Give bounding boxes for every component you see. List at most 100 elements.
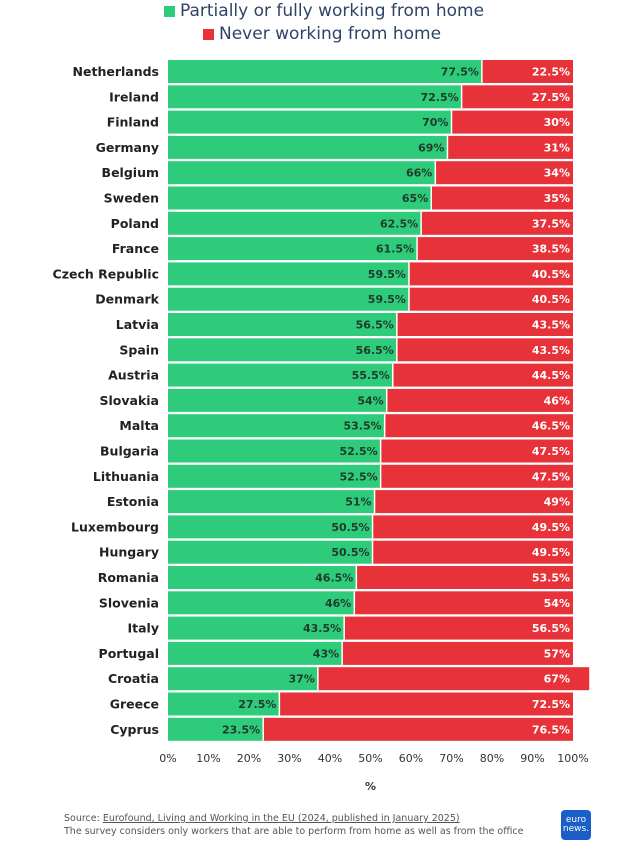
category-label: Finland bbox=[107, 115, 159, 130]
data-label-never: 72.5% bbox=[532, 698, 570, 711]
data-label-never: 40.5% bbox=[532, 268, 570, 281]
bar-never bbox=[386, 388, 573, 412]
bar-wfh bbox=[168, 161, 436, 185]
bar-never bbox=[417, 237, 573, 261]
bar-never bbox=[374, 490, 573, 514]
category-label: Germany bbox=[96, 140, 159, 155]
data-label-never: 30% bbox=[544, 116, 570, 129]
bar-wfh bbox=[168, 363, 393, 387]
x-tick-label: 70% bbox=[439, 752, 463, 765]
bar-never bbox=[421, 211, 573, 235]
x-tick-label: 0% bbox=[159, 752, 176, 765]
bar-wfh bbox=[168, 85, 462, 109]
data-label-never: 57% bbox=[544, 647, 570, 660]
data-label-wfh: 27.5% bbox=[238, 698, 276, 711]
logo-line2: news. bbox=[562, 824, 590, 834]
x-tick-label: 60% bbox=[399, 752, 423, 765]
data-label-wfh: 50.5% bbox=[331, 521, 369, 534]
data-label-wfh: 23.5% bbox=[222, 723, 260, 736]
data-label-wfh: 54% bbox=[357, 394, 383, 407]
bar-never bbox=[372, 515, 573, 539]
bar-never bbox=[356, 566, 573, 589]
legend-label-never: Never working from home bbox=[219, 24, 442, 44]
category-label: Spain bbox=[119, 342, 159, 357]
category-label: Malta bbox=[119, 418, 159, 433]
data-label-wfh: 62.5% bbox=[380, 217, 418, 230]
bar-wfh bbox=[168, 262, 409, 286]
data-label-wfh: 50.5% bbox=[331, 546, 369, 559]
data-label-never: 43.5% bbox=[532, 344, 570, 357]
category-label: Czech Republic bbox=[53, 266, 159, 281]
data-label-wfh: 70% bbox=[422, 116, 448, 129]
category-label: Romania bbox=[98, 570, 159, 585]
category-label: Lithuania bbox=[93, 469, 159, 484]
data-label-wfh: 46.5% bbox=[315, 572, 353, 585]
chart-footer: Source: Eurofound, Living and Working in… bbox=[64, 812, 524, 838]
bar-never bbox=[344, 616, 573, 640]
data-label-never: 49.5% bbox=[532, 521, 570, 534]
data-label-never: 38.5% bbox=[532, 243, 570, 256]
bar-never bbox=[451, 110, 573, 134]
bar-wfh bbox=[168, 313, 397, 336]
bar-wfh bbox=[168, 60, 482, 83]
data-label-wfh: 46% bbox=[325, 597, 351, 610]
data-label-never: 34% bbox=[544, 167, 570, 180]
category-label: Cyprus bbox=[110, 722, 159, 737]
x-tick-label: 80% bbox=[480, 752, 504, 765]
x-tick-label: 90% bbox=[520, 752, 544, 765]
bar-wfh bbox=[168, 110, 452, 134]
bar-wfh bbox=[168, 490, 375, 514]
category-label: Denmark bbox=[95, 292, 159, 307]
bar-never bbox=[342, 641, 573, 665]
legend-swatch-green bbox=[164, 5, 175, 17]
data-label-never: 40.5% bbox=[532, 293, 570, 306]
bar-wfh bbox=[168, 237, 418, 261]
bar-wfh bbox=[168, 515, 373, 539]
data-label-never: 67% bbox=[544, 673, 570, 686]
bar-wfh bbox=[168, 186, 432, 210]
category-label: Netherlands bbox=[73, 64, 159, 79]
data-label-wfh: 51% bbox=[345, 496, 371, 509]
bar-wfh bbox=[168, 338, 397, 362]
category-label: France bbox=[112, 241, 159, 256]
category-label: Ireland bbox=[109, 89, 159, 104]
bar-never bbox=[408, 262, 573, 286]
data-label-never: 31% bbox=[544, 141, 570, 154]
bar-never bbox=[263, 717, 573, 741]
stacked-bar-chart: Netherlands 77.5% 22.5% Ireland 72.5% 27.5% Fi… bbox=[53, 60, 590, 793]
data-label-wfh: 69% bbox=[418, 141, 444, 154]
data-label-wfh: 53.5% bbox=[344, 420, 382, 433]
data-label-never: 54% bbox=[544, 597, 570, 610]
x-tick-label: 50% bbox=[358, 752, 382, 765]
data-label-never: 76.5% bbox=[532, 723, 570, 736]
bar-never bbox=[372, 540, 573, 564]
category-label: Slovakia bbox=[100, 393, 160, 408]
bar-wfh bbox=[168, 135, 448, 159]
x-tick-label: 100% bbox=[557, 752, 588, 765]
category-label: Slovenia bbox=[99, 595, 159, 610]
data-label-never: 27.5% bbox=[532, 91, 570, 104]
source-link[interactable]: Eurofound, Living and Working in the EU … bbox=[102, 813, 460, 824]
bar-wfh bbox=[168, 464, 381, 488]
legend-swatch-red bbox=[203, 28, 214, 40]
bar-never bbox=[354, 591, 573, 615]
bar-never bbox=[481, 60, 573, 83]
bar-wfh bbox=[168, 692, 280, 716]
data-label-wfh: 61.5% bbox=[376, 243, 414, 256]
bar-wfh bbox=[168, 591, 355, 615]
bar-never bbox=[396, 338, 573, 362]
survey-note: The survey considers only workers that a… bbox=[64, 826, 524, 837]
category-label: Sweden bbox=[104, 191, 159, 206]
legend-label-wfh: Partially or fully working from home bbox=[180, 1, 485, 21]
bar-never bbox=[384, 414, 573, 438]
data-label-wfh: 59.5% bbox=[368, 293, 406, 306]
data-label-wfh: 37% bbox=[289, 673, 315, 686]
bar-wfh bbox=[168, 414, 385, 438]
legend-item-wfh: Partially or fully working from home bbox=[164, 1, 484, 21]
bar-never bbox=[380, 439, 573, 463]
data-label-never: 46.5% bbox=[532, 420, 570, 433]
legend-item-never: Never working from home bbox=[203, 24, 441, 44]
bar-never bbox=[447, 135, 573, 159]
source-prefix: Source: bbox=[64, 813, 103, 824]
data-label-wfh: 55.5% bbox=[352, 369, 390, 382]
